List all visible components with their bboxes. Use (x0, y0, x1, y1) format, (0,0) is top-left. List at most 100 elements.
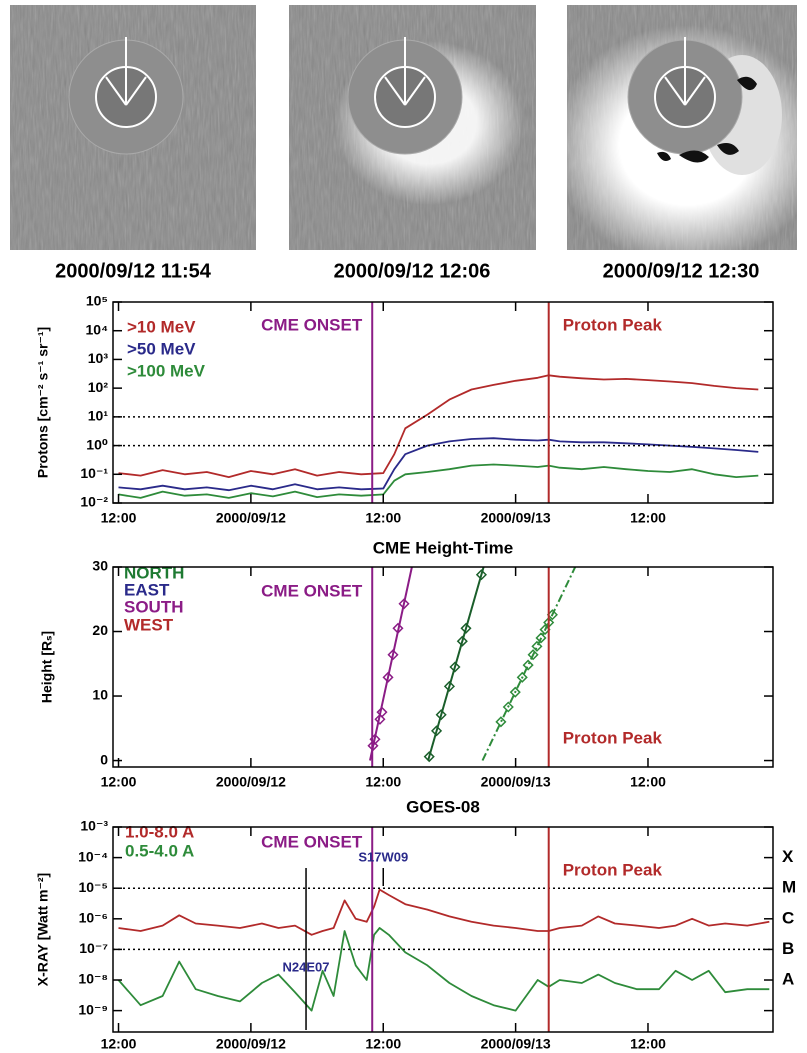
data-point (535, 632, 547, 644)
y-axis-label: Protons [cm⁻² s⁻¹ sr⁻¹] (35, 327, 51, 478)
x-tick-label: 12:00 (101, 1036, 137, 1052)
data-point (435, 709, 447, 721)
coronagraph-image (289, 5, 536, 250)
data-point (374, 713, 386, 725)
fit-line (369, 567, 413, 761)
y-tick-label: 30 (92, 558, 108, 574)
data-point (527, 649, 539, 661)
data-line (118, 374, 759, 478)
y-tick-label: 10⁻⁷ (79, 940, 108, 956)
data-point (387, 649, 399, 661)
flare-class-label: M (782, 878, 796, 897)
legend-entry: 1.0-8.0 A (125, 822, 194, 841)
y-tick-label: 10⁻⁶ (79, 910, 108, 926)
annotation-label: N24E07 (283, 959, 330, 974)
data-point (398, 598, 410, 610)
legend-entry: SOUTH (124, 597, 184, 616)
data-point (522, 659, 534, 671)
legend-entry: WEST (124, 615, 174, 634)
direction-arrow (384, 37, 426, 106)
image-caption: 2000/09/12 12:30 (603, 260, 760, 282)
plot-area (118, 374, 759, 499)
y-tick-label: 10² (88, 379, 109, 395)
data-point (431, 725, 443, 737)
panel-title: GOES-08 (406, 797, 480, 816)
data-point (376, 706, 388, 718)
direction-arrow (664, 37, 706, 106)
y-tick-label: 10⁻⁸ (78, 971, 108, 987)
data-point (392, 622, 404, 634)
data-line (117, 927, 770, 1012)
event-label: CME ONSET (261, 832, 363, 851)
data-point (460, 622, 472, 634)
x-tick-label: 12:00 (630, 774, 666, 790)
legend-entry: 0.5-4.0 A (125, 841, 194, 860)
data-point (531, 640, 543, 652)
x-tick-label: 2000/09/12 (216, 774, 286, 790)
event-label: CME ONSET (261, 581, 363, 600)
y-tick-label: 10⁴ (86, 321, 109, 337)
y-tick-label: 10⁰ (86, 436, 108, 452)
fit-line (481, 567, 577, 761)
y-tick-label: 20 (92, 622, 108, 638)
legend-entry: EAST (124, 580, 170, 599)
image-caption: 2000/09/12 11:54 (55, 260, 212, 282)
y-tick-label: 10⁻⁵ (78, 879, 108, 895)
x-tick-label: 12:00 (630, 510, 666, 526)
x-tick-label: 12:00 (630, 1036, 666, 1052)
coronagraph-image (552, 5, 807, 265)
data-point (449, 661, 461, 673)
x-tick-label: 12:00 (365, 1036, 401, 1052)
x-tick-label: 2000/09/13 (481, 774, 551, 790)
data-point (456, 635, 468, 647)
x-tick-label: 2000/09/12 (216, 1036, 286, 1052)
legend-entry: >10 MeV (127, 317, 196, 336)
data-point (516, 671, 528, 683)
y-axis-label: Height [Rₛ] (39, 631, 55, 703)
flare-class-label: X (782, 847, 794, 866)
y-tick-label: 10⁵ (86, 293, 108, 309)
data-point (475, 569, 487, 581)
data-point (423, 751, 435, 763)
dark-features (657, 76, 757, 163)
y-tick-label: 10⁻³ (80, 818, 108, 834)
flare-class-label: A (782, 969, 794, 988)
coronagraph-image (10, 5, 256, 250)
legend-entry: >100 MeV (127, 361, 206, 380)
x-tick-label: 2000/09/13 (481, 510, 551, 526)
x-tick-label: 12:00 (101, 510, 137, 526)
image-caption: 2000/09/12 12:06 (334, 260, 491, 282)
y-tick-label: 10⁻² (80, 494, 108, 510)
legend-entry: >50 MeV (127, 339, 196, 358)
panel-title: CME Height-Time (373, 538, 513, 557)
event-label: Proton Peak (563, 315, 663, 334)
flare-class-label: C (782, 908, 794, 927)
y-tick-label: 10 (92, 687, 108, 703)
event-label: Proton Peak (563, 728, 663, 747)
data-line (118, 888, 770, 936)
y-tick-label: 10⁻¹ (80, 465, 108, 481)
legend-entry: NORTH (124, 563, 184, 582)
annotation-label: S17W09 (358, 849, 408, 864)
direction-arrow (105, 37, 147, 106)
x-tick-label: 12:00 (365, 774, 401, 790)
event-label: Proton Peak (563, 860, 663, 879)
plot-frame (112, 566, 774, 768)
data-line (118, 463, 759, 499)
data-point (495, 716, 507, 728)
plot-area (117, 888, 770, 1012)
x-tick-label: 12:00 (101, 774, 137, 790)
y-tick-label: 10³ (88, 350, 109, 366)
flare-class-label: B (782, 939, 794, 958)
data-point (509, 686, 521, 698)
data-line (118, 437, 759, 492)
data-point (443, 680, 455, 692)
plot-frame (112, 301, 774, 504)
y-tick-label: 10¹ (88, 408, 109, 424)
plot-area (367, 567, 577, 763)
y-tick-label: 10⁻⁴ (78, 848, 108, 864)
x-tick-label: 12:00 (365, 510, 401, 526)
y-tick-label: 10⁻⁹ (78, 1001, 108, 1017)
